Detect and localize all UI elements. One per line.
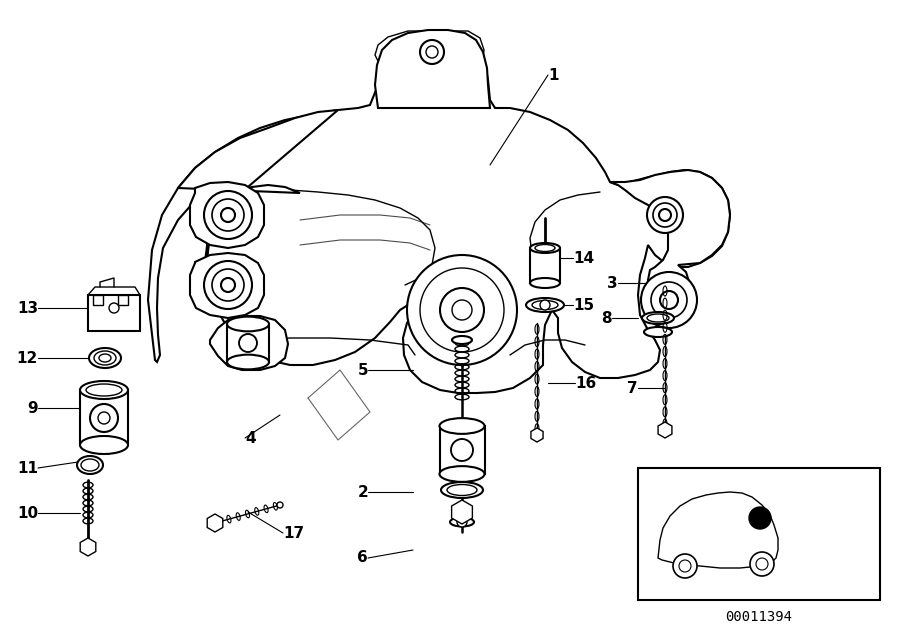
Text: 5: 5: [357, 362, 368, 378]
Text: 4: 4: [245, 431, 256, 445]
Ellipse shape: [439, 418, 484, 434]
Circle shape: [426, 46, 438, 58]
Polygon shape: [610, 170, 730, 328]
Bar: [80, 390, 128, 445]
Ellipse shape: [642, 312, 674, 324]
Circle shape: [440, 288, 484, 332]
Text: 9: 9: [27, 401, 38, 415]
Ellipse shape: [452, 336, 472, 344]
Text: 10: 10: [17, 506, 38, 520]
Circle shape: [451, 439, 473, 461]
Polygon shape: [190, 182, 264, 248]
Circle shape: [660, 291, 678, 309]
Circle shape: [420, 40, 444, 64]
Bar: [88, 295, 140, 331]
Text: 11: 11: [17, 461, 38, 475]
Circle shape: [749, 507, 771, 529]
Polygon shape: [190, 253, 264, 318]
Text: 1: 1: [548, 68, 559, 83]
Text: 8: 8: [601, 310, 612, 326]
Polygon shape: [178, 110, 338, 315]
Text: 16: 16: [575, 375, 596, 390]
Circle shape: [204, 261, 252, 309]
Circle shape: [452, 300, 472, 320]
Polygon shape: [80, 538, 95, 556]
Circle shape: [673, 554, 697, 578]
Circle shape: [239, 334, 257, 352]
Polygon shape: [375, 30, 490, 108]
Ellipse shape: [644, 327, 672, 337]
Circle shape: [277, 502, 283, 508]
Circle shape: [641, 272, 697, 328]
Ellipse shape: [227, 355, 269, 369]
Circle shape: [109, 303, 119, 313]
Ellipse shape: [441, 482, 483, 498]
Circle shape: [750, 552, 774, 576]
Circle shape: [221, 208, 235, 222]
Text: 17: 17: [283, 526, 304, 541]
Bar: [93, 295, 103, 305]
Bar: [439, 426, 484, 474]
Ellipse shape: [227, 317, 269, 331]
Polygon shape: [148, 33, 730, 393]
Text: 12: 12: [17, 350, 38, 366]
Ellipse shape: [77, 456, 103, 474]
Bar: [638, 468, 880, 600]
Text: 13: 13: [17, 301, 38, 315]
Text: 7: 7: [627, 380, 638, 396]
Circle shape: [90, 404, 118, 432]
Circle shape: [221, 278, 235, 292]
Polygon shape: [452, 500, 472, 524]
Ellipse shape: [89, 348, 121, 368]
Polygon shape: [531, 428, 543, 442]
Polygon shape: [658, 492, 778, 568]
Text: 15: 15: [573, 297, 594, 313]
Ellipse shape: [80, 436, 128, 454]
Text: 14: 14: [573, 250, 594, 266]
Polygon shape: [210, 316, 288, 370]
Ellipse shape: [80, 381, 128, 399]
Bar: [530, 248, 560, 283]
Circle shape: [407, 255, 517, 365]
Circle shape: [659, 209, 671, 221]
Text: 3: 3: [608, 275, 618, 290]
Ellipse shape: [526, 298, 564, 312]
Text: 00011394: 00011394: [725, 610, 793, 624]
Ellipse shape: [530, 243, 560, 253]
Polygon shape: [207, 514, 223, 532]
Ellipse shape: [530, 278, 560, 288]
Circle shape: [647, 197, 683, 233]
Ellipse shape: [450, 517, 474, 527]
Polygon shape: [658, 422, 672, 438]
Circle shape: [457, 517, 467, 527]
Circle shape: [540, 300, 550, 310]
Text: 6: 6: [357, 550, 368, 566]
Ellipse shape: [439, 466, 484, 482]
Circle shape: [204, 191, 252, 239]
Bar: [227, 324, 269, 362]
Bar: [118, 295, 128, 305]
Ellipse shape: [99, 354, 111, 362]
Text: 2: 2: [357, 485, 368, 499]
